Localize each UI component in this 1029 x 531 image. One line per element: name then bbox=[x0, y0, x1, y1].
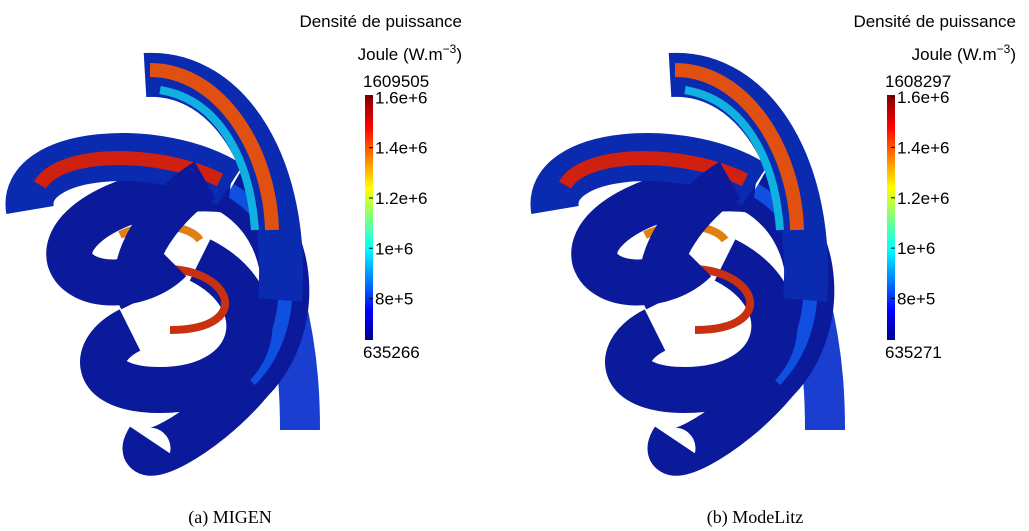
tick-label: 8e+5 bbox=[375, 290, 413, 309]
legend-unit: Joule (W.m−3) bbox=[912, 42, 1016, 64]
legend-title: Densité de puissance bbox=[299, 12, 462, 31]
legend-unit-part: −3 bbox=[443, 42, 457, 56]
coil-render bbox=[554, 70, 825, 452]
legend-unit-part: Joule (W.m bbox=[358, 45, 443, 64]
tick-label: 1.2e+6 bbox=[375, 189, 427, 208]
colorbar-min: 635271 bbox=[885, 343, 942, 362]
tick-label: 1.2e+6 bbox=[897, 189, 949, 208]
colorbar-max: 1609505 bbox=[363, 72, 429, 91]
legend-unit-part: ) bbox=[456, 45, 462, 64]
legend-unit-part: ) bbox=[1010, 45, 1016, 64]
legend-title: Densité de puissance bbox=[853, 12, 1016, 31]
colorbar-min: 635266 bbox=[363, 343, 420, 362]
legend-unit: Joule (W.m−3) bbox=[358, 42, 462, 64]
caption: (b) ModeLitz bbox=[707, 507, 803, 528]
legend-unit-part: Joule (W.m bbox=[912, 45, 997, 64]
tick-label: 1.4e+6 bbox=[897, 138, 949, 157]
tick-label: 1e+6 bbox=[375, 239, 413, 258]
tick-label: 8e+5 bbox=[897, 290, 935, 309]
colorbar bbox=[365, 95, 373, 340]
tick-label: 1e+6 bbox=[897, 239, 935, 258]
caption: (a) MIGEN bbox=[188, 507, 271, 528]
tick-label: 1.6e+6 bbox=[897, 88, 949, 107]
tick-label: 1.4e+6 bbox=[375, 139, 427, 158]
colorbar bbox=[887, 95, 895, 340]
coil-render bbox=[29, 70, 300, 452]
colorbar-max: 1608297 bbox=[885, 72, 951, 91]
legend-unit-part: −3 bbox=[997, 42, 1011, 56]
tick-label: 1.6e+6 bbox=[375, 88, 427, 107]
